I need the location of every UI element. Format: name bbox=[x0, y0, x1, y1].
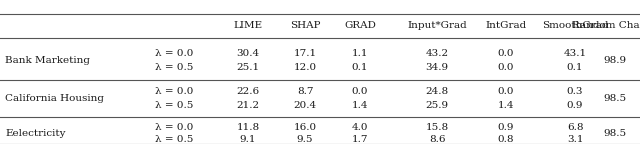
Text: 25.1: 25.1 bbox=[236, 62, 260, 72]
Text: λ = 0.5: λ = 0.5 bbox=[155, 62, 193, 72]
Text: 1.4: 1.4 bbox=[352, 101, 368, 109]
Text: 0.1: 0.1 bbox=[567, 62, 583, 72]
Text: 20.4: 20.4 bbox=[293, 101, 317, 109]
Text: 25.9: 25.9 bbox=[426, 101, 449, 109]
Text: GRAD: GRAD bbox=[344, 20, 376, 30]
Text: Bank Marketing: Bank Marketing bbox=[5, 56, 90, 65]
Text: 30.4: 30.4 bbox=[236, 50, 260, 58]
Text: 0.0: 0.0 bbox=[352, 88, 368, 96]
Text: 8.6: 8.6 bbox=[429, 136, 445, 144]
Text: 0.3: 0.3 bbox=[567, 88, 583, 96]
Text: 6.8: 6.8 bbox=[567, 124, 583, 132]
Text: 11.8: 11.8 bbox=[236, 124, 260, 132]
Text: LIME: LIME bbox=[234, 20, 262, 30]
Text: 9.5: 9.5 bbox=[297, 136, 313, 144]
Text: 1.4: 1.4 bbox=[498, 101, 515, 109]
Text: 17.1: 17.1 bbox=[293, 50, 317, 58]
Text: 4.0: 4.0 bbox=[352, 124, 368, 132]
Text: λ = 0.5: λ = 0.5 bbox=[155, 101, 193, 109]
Text: 0.0: 0.0 bbox=[498, 50, 515, 58]
Text: 15.8: 15.8 bbox=[426, 124, 449, 132]
Text: Random Chance: Random Chance bbox=[572, 20, 640, 30]
Text: IntGrad: IntGrad bbox=[485, 20, 527, 30]
Text: California Housing: California Housing bbox=[5, 94, 104, 103]
Text: 21.2: 21.2 bbox=[236, 101, 260, 109]
Text: SmoothGrad: SmoothGrad bbox=[541, 20, 608, 30]
Text: 98.5: 98.5 bbox=[604, 94, 627, 103]
Text: λ = 0.0: λ = 0.0 bbox=[155, 124, 193, 132]
Text: λ = 0.0: λ = 0.0 bbox=[155, 50, 193, 58]
Text: λ = 0.0: λ = 0.0 bbox=[155, 88, 193, 96]
Text: 43.1: 43.1 bbox=[563, 50, 587, 58]
Text: 16.0: 16.0 bbox=[293, 124, 317, 132]
Text: 1.1: 1.1 bbox=[352, 50, 368, 58]
Text: 22.6: 22.6 bbox=[236, 88, 260, 96]
Text: 9.1: 9.1 bbox=[240, 136, 256, 144]
Text: 0.1: 0.1 bbox=[352, 62, 368, 72]
Text: 0.9: 0.9 bbox=[498, 124, 515, 132]
Text: 98.5: 98.5 bbox=[604, 129, 627, 139]
Text: 12.0: 12.0 bbox=[293, 62, 317, 72]
Text: 43.2: 43.2 bbox=[426, 50, 449, 58]
Text: Eelectricity: Eelectricity bbox=[5, 129, 65, 139]
Text: 0.0: 0.0 bbox=[498, 88, 515, 96]
Text: 3.1: 3.1 bbox=[567, 136, 583, 144]
Text: 98.9: 98.9 bbox=[604, 56, 627, 65]
Text: λ = 0.5: λ = 0.5 bbox=[155, 136, 193, 144]
Text: 0.8: 0.8 bbox=[498, 136, 515, 144]
Text: 8.7: 8.7 bbox=[297, 88, 313, 96]
Text: SHAP: SHAP bbox=[290, 20, 320, 30]
Text: 0.9: 0.9 bbox=[567, 101, 583, 109]
Text: 34.9: 34.9 bbox=[426, 62, 449, 72]
Text: 24.8: 24.8 bbox=[426, 88, 449, 96]
Text: 0.0: 0.0 bbox=[498, 62, 515, 72]
Text: Input*Grad: Input*Grad bbox=[407, 20, 467, 30]
Text: 1.7: 1.7 bbox=[352, 136, 368, 144]
